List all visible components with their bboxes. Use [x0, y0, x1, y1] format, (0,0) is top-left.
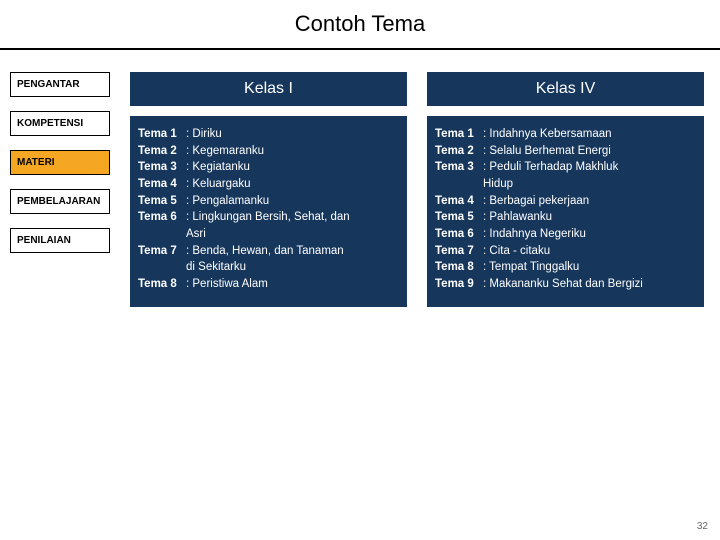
theme-description: : Berbagai pekerjaan	[483, 193, 694, 210]
theme-row: Tema 6: Lingkungan Bersih, Sehat, dan	[138, 209, 397, 226]
theme-row: Tema 7: Benda, Hewan, dan Tanaman	[138, 243, 397, 260]
theme-description: : Keluargaku	[186, 176, 397, 193]
theme-number: Tema 7	[435, 243, 483, 260]
theme-number: Tema 8	[435, 259, 483, 276]
theme-description: : Benda, Hewan, dan Tanaman	[186, 243, 397, 260]
theme-row: Tema 5: Pahlawanku	[435, 209, 694, 226]
sidebar-item-kompetensi[interactable]: KOMPETENSI	[10, 111, 110, 136]
content-area: Kelas I Tema 1: DirikuTema 2: Kegemarank…	[120, 50, 720, 490]
theme-description: : Diriku	[186, 126, 397, 143]
theme-number: Tema 5	[138, 193, 186, 210]
theme-description: : Cita - citaku	[483, 243, 694, 260]
theme-number: Tema 7	[138, 243, 186, 260]
theme-description: : Selalu Berhemat Energi	[483, 143, 694, 160]
sidebar-item-pengantar[interactable]: PENGANTAR	[10, 72, 110, 97]
theme-number: Tema 2	[138, 143, 186, 160]
theme-description: : Lingkungan Bersih, Sehat, dan	[186, 209, 397, 226]
theme-number: Tema 8	[138, 276, 186, 293]
theme-number: Tema 3	[138, 159, 186, 176]
sidebar: PENGANTAR KOMPETENSI MATERI PEMBELAJARAN…	[0, 50, 120, 490]
theme-description: : Pengalamanku	[186, 193, 397, 210]
theme-number: Tema 3	[435, 159, 483, 176]
main-row: PENGANTAR KOMPETENSI MATERI PEMBELAJARAN…	[0, 50, 720, 490]
theme-description: : Indahnya Negeriku	[483, 226, 694, 243]
theme-row: Tema 2: Selalu Berhemat Energi	[435, 143, 694, 160]
theme-description: : Indahnya Kebersamaan	[483, 126, 694, 143]
theme-number: Tema 5	[435, 209, 483, 226]
sidebar-item-penilaian[interactable]: PENILAIAN	[10, 228, 110, 253]
theme-description: : Tempat Tinggalku	[483, 259, 694, 276]
column-kelas-1: Kelas I Tema 1: DirikuTema 2: Kegemarank…	[130, 72, 407, 490]
theme-description: : Peduli Terhadap Makhluk	[483, 159, 694, 176]
theme-description: : Pahlawanku	[483, 209, 694, 226]
theme-row: Tema 6: Indahnya Negeriku	[435, 226, 694, 243]
theme-description-cont: di Sekitarku	[138, 259, 397, 276]
theme-row: Tema 8: Tempat Tinggalku	[435, 259, 694, 276]
theme-number: Tema 9	[435, 276, 483, 293]
theme-number: Tema 2	[435, 143, 483, 160]
sidebar-item-materi[interactable]: MATERI	[10, 150, 110, 175]
column-body-kelas-1: Tema 1: DirikuTema 2: KegemarankuTema 3:…	[130, 116, 407, 307]
theme-number: Tema 6	[435, 226, 483, 243]
theme-row: Tema 9: Makananku Sehat dan Bergizi	[435, 276, 694, 293]
theme-row: Tema 3: Kegiatanku	[138, 159, 397, 176]
theme-number: Tema 4	[435, 193, 483, 210]
theme-number: Tema 6	[138, 209, 186, 226]
theme-row: Tema 5: Pengalamanku	[138, 193, 397, 210]
theme-description: : Peristiwa Alam	[186, 276, 397, 293]
title-bar: Contoh Tema	[0, 0, 720, 50]
theme-number: Tema 1	[435, 126, 483, 143]
theme-number: Tema 1	[138, 126, 186, 143]
theme-row: Tema 1: Indahnya Kebersamaan	[435, 126, 694, 143]
theme-row: Tema 3: Peduli Terhadap Makhluk	[435, 159, 694, 176]
column-header-kelas-1: Kelas I	[130, 72, 407, 106]
column-kelas-4: Kelas IV Tema 1: Indahnya KebersamaanTem…	[427, 72, 704, 490]
page-number: 32	[697, 521, 708, 532]
theme-row: Tema 1: Diriku	[138, 126, 397, 143]
theme-number: Tema 4	[138, 176, 186, 193]
column-body-kelas-4: Tema 1: Indahnya KebersamaanTema 2: Sela…	[427, 116, 704, 307]
theme-description-cont: Hidup	[435, 176, 694, 193]
sidebar-item-pembelajaran[interactable]: PEMBELAJARAN	[10, 189, 110, 214]
theme-row: Tema 2: Kegemaranku	[138, 143, 397, 160]
theme-row: Tema 4: Keluargaku	[138, 176, 397, 193]
theme-description-cont: Asri	[138, 226, 397, 243]
column-header-kelas-4: Kelas IV	[427, 72, 704, 106]
theme-description: : Makananku Sehat dan Bergizi	[483, 276, 694, 293]
theme-description: : Kegemaranku	[186, 143, 397, 160]
theme-row: Tema 8: Peristiwa Alam	[138, 276, 397, 293]
theme-row: Tema 7: Cita - citaku	[435, 243, 694, 260]
theme-row: Tema 4: Berbagai pekerjaan	[435, 193, 694, 210]
page-title: Contoh Tema	[295, 11, 425, 37]
theme-description: : Kegiatanku	[186, 159, 397, 176]
